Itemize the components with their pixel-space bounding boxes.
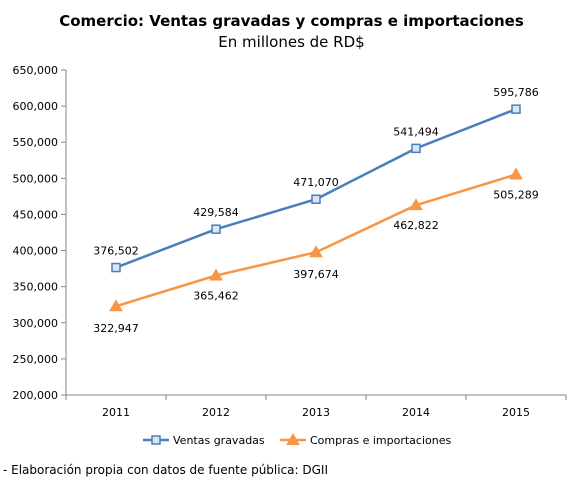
source-note: - Elaboración propia con datos de fuente… (3, 463, 329, 477)
x-tick-label: 2011 (102, 406, 130, 419)
triangle-point (409, 198, 423, 211)
chart-subtitle: En millones de RD$ (218, 33, 365, 51)
square-point (511, 104, 521, 114)
line-chart: 200,000 250,000 300,000 350,000 400,000 450,0… (13, 64, 567, 447)
data-label: 595,786 (493, 86, 539, 99)
y-tick-label: 350,000 (13, 281, 59, 294)
series (109, 104, 523, 312)
legend-label: Ventas gravadas (173, 434, 265, 447)
y-tick-label: 400,000 (13, 245, 59, 258)
triangle-point (109, 299, 123, 312)
data-label: 505,289 (493, 189, 539, 202)
y-tick-label: 300,000 (13, 317, 59, 330)
square-point (411, 143, 421, 154)
x-axis-ticks: 2011 2012 2013 2014 2015 (65, 395, 567, 419)
x-tick-label: 2015 (502, 406, 530, 419)
x-tick-label: 2013 (302, 406, 330, 419)
x-tick-label: 2012 (202, 406, 230, 419)
triangle-point (509, 167, 523, 180)
series-line (115, 173, 517, 308)
y-tick-label: 650,000 (13, 64, 59, 77)
data-labels: 376,502 429,584 471,070 541,494 595,786 322,9… (93, 86, 539, 335)
y-axis-ticks: 200,000 250,000 300,000 350,000 400,000 450,0… (13, 64, 66, 402)
square-point (211, 224, 221, 234)
data-label: 322,947 (93, 322, 139, 335)
y-tick-label: 600,000 (13, 100, 59, 113)
legend-marker (151, 435, 161, 445)
y-tick-label: 500,000 (13, 172, 59, 185)
triangle-point (209, 268, 223, 281)
square-point (311, 194, 321, 204)
legend-label: Compras e importaciones (310, 434, 451, 447)
y-tick-label: 450,000 (13, 208, 59, 221)
data-label: 376,502 (93, 245, 139, 258)
data-label: 429,584 (193, 206, 239, 219)
chart-title: Comercio: Ventas gravadas y compras e im… (59, 12, 524, 30)
square-point (111, 262, 121, 273)
y-tick-label: 550,000 (13, 136, 59, 149)
data-label: 541,494 (393, 125, 439, 138)
axes (65, 70, 566, 396)
y-tick-label: 200,000 (13, 389, 59, 402)
data-label: 471,070 (293, 176, 339, 189)
data-label: 462,822 (393, 219, 439, 232)
legend-marker (286, 432, 300, 445)
triangle-point (309, 245, 323, 258)
data-label: 365,462 (193, 289, 239, 302)
data-label: 397,674 (293, 268, 339, 281)
legend: Ventas gravadas Compras e importaciones (143, 432, 451, 447)
y-tick-label: 250,000 (13, 353, 59, 366)
x-tick-label: 2014 (402, 406, 430, 419)
